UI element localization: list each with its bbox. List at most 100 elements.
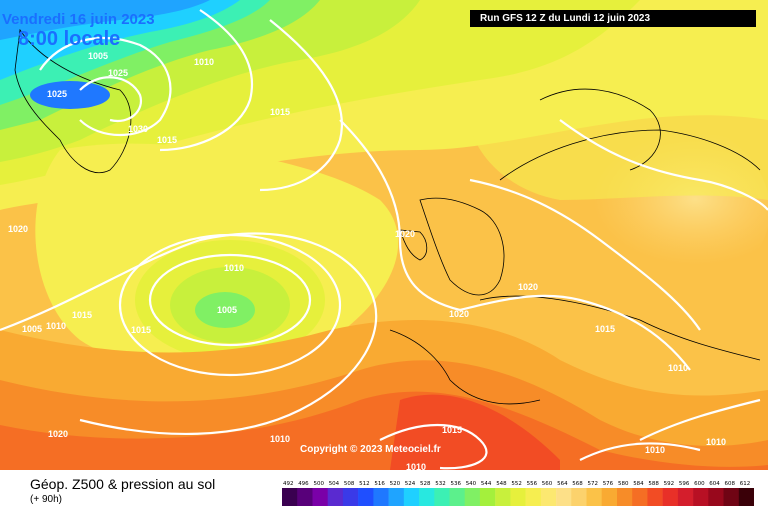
scale-label: 572: [588, 481, 599, 487]
scale-label: 544: [481, 481, 492, 487]
scale-label: 548: [496, 481, 507, 487]
scale-label: 512: [359, 481, 370, 487]
weather-map: 1005 1020 1025 1010 1025 1030 1015 1015 …: [0, 0, 768, 470]
copyright: Copyright © 2023 Meteociel.fr: [300, 444, 441, 455]
scale-swatch: [388, 488, 405, 506]
scale-swatch: [449, 488, 465, 506]
isobar-label: 1015: [131, 325, 151, 335]
scale-label: 532: [435, 481, 446, 487]
coastlines: [14, 28, 761, 405]
scale-label: 540: [466, 481, 477, 487]
isobar-label: 1010: [270, 434, 290, 444]
scale-label: 576: [603, 481, 614, 487]
scale-swatch: [647, 488, 663, 506]
scale-label: 524: [405, 481, 416, 487]
isobar-label: 1015: [157, 135, 177, 145]
scale-swatch: [693, 488, 709, 506]
scale-swatch: [556, 488, 572, 506]
isobar-label: 1005: [22, 324, 42, 334]
scale-swatch: [632, 488, 648, 506]
scale-swatch: [708, 488, 724, 506]
isobar-label: 1020: [518, 282, 538, 292]
scale-label: 584: [633, 481, 644, 487]
scale-label: 568: [572, 481, 583, 487]
isobar-label: 1020: [48, 429, 68, 439]
isobar-label: 1015: [442, 425, 462, 435]
scale-swatch: [586, 488, 602, 506]
scale-swatch: [434, 488, 450, 506]
scale-swatch: [601, 488, 618, 506]
scale-swatch: [677, 488, 694, 506]
scale-swatch: [662, 488, 679, 506]
scale-label: 612: [740, 481, 751, 487]
isobar-label: 1025: [108, 68, 128, 78]
isobar-label: 1010: [668, 363, 688, 373]
scale-label: 552: [511, 481, 522, 487]
isobar-label: 1010: [224, 263, 244, 273]
isobar-label: 1010: [645, 445, 665, 455]
scale-swatch: [510, 488, 526, 506]
scale-label: 592: [664, 481, 675, 487]
forecast-time: 8:00 locale: [18, 28, 121, 50]
isobar-lines: [0, 9, 768, 470]
color-scale: 492 496 500 504 508 512 516 520 524 528 532 536 540 5…: [282, 481, 754, 506]
scale-swatch: [464, 488, 481, 506]
scale-swatch: [617, 488, 633, 506]
isobar-label: 1015: [72, 310, 92, 320]
isobar-label: 1010: [46, 321, 66, 331]
isobar-label: 1010: [194, 57, 214, 67]
scale-swatch: [540, 488, 557, 506]
scale-label: 504: [329, 481, 340, 487]
scale-label: 564: [557, 481, 568, 487]
isobar-label: 1020: [449, 309, 469, 319]
scale-label: 520: [390, 481, 401, 487]
scale-swatch: [419, 488, 435, 506]
scale-swatch: [358, 488, 374, 506]
scale-swatch: [479, 488, 496, 506]
scale-swatch: [525, 488, 542, 506]
scale-label: 492: [283, 481, 294, 487]
scale-label: 588: [648, 481, 659, 487]
isobar-label: 1005: [88, 51, 108, 61]
scale-swatch: [342, 488, 359, 506]
isobar-label: 1010: [706, 437, 726, 447]
run-info: Run GFS 12 Z du Lundi 12 juin 2023: [470, 10, 756, 27]
scale-label: 500: [314, 481, 325, 487]
isobar-label: 1005: [217, 305, 237, 315]
isobar-label: 1020: [8, 224, 28, 234]
scale-label: 580: [618, 481, 629, 487]
isobar-label: 1015: [270, 107, 290, 117]
scale-label: 536: [451, 481, 462, 487]
scale-label: 608: [725, 481, 736, 487]
map-title: Géop. Z500 & pression au sol: [30, 476, 216, 492]
scale-label: 556: [527, 481, 538, 487]
scale-label: 508: [344, 481, 355, 487]
isobar-label: 1025: [47, 89, 67, 99]
scale-swatch: [327, 488, 344, 506]
isobar-label: 1015: [595, 324, 615, 334]
valid-time: Vendredi 16 juin 2023 8:00 locale: [2, 11, 155, 51]
scale-swatch: [723, 488, 739, 506]
scale-swatch: [312, 488, 328, 506]
scale-swatch: [495, 488, 511, 506]
isobar-label: 1030: [128, 124, 148, 134]
isobar-label: 1020: [395, 229, 415, 239]
scale-label: 600: [694, 481, 705, 487]
scale-label: 528: [420, 481, 431, 487]
forecast-date: Vendredi 16 juin 2023: [2, 11, 155, 28]
scale-swatch: [373, 488, 389, 506]
scale-swatch: [571, 488, 587, 506]
forecast-offset: (+ 90h): [30, 494, 62, 505]
scale-label: 560: [542, 481, 553, 487]
isobar-label: 1010: [406, 462, 426, 470]
scale-swatch: [738, 488, 754, 506]
scale-swatch: [297, 488, 313, 506]
scale-label: 596: [679, 481, 690, 487]
scale-label: 516: [374, 481, 385, 487]
scale-swatch: [403, 488, 420, 506]
scale-swatch: [282, 488, 298, 506]
legend-bar: Géop. Z500 & pression au sol (+ 90h) 492…: [0, 470, 768, 512]
scale-label: 496: [298, 481, 309, 487]
scale-label: 604: [709, 481, 720, 487]
